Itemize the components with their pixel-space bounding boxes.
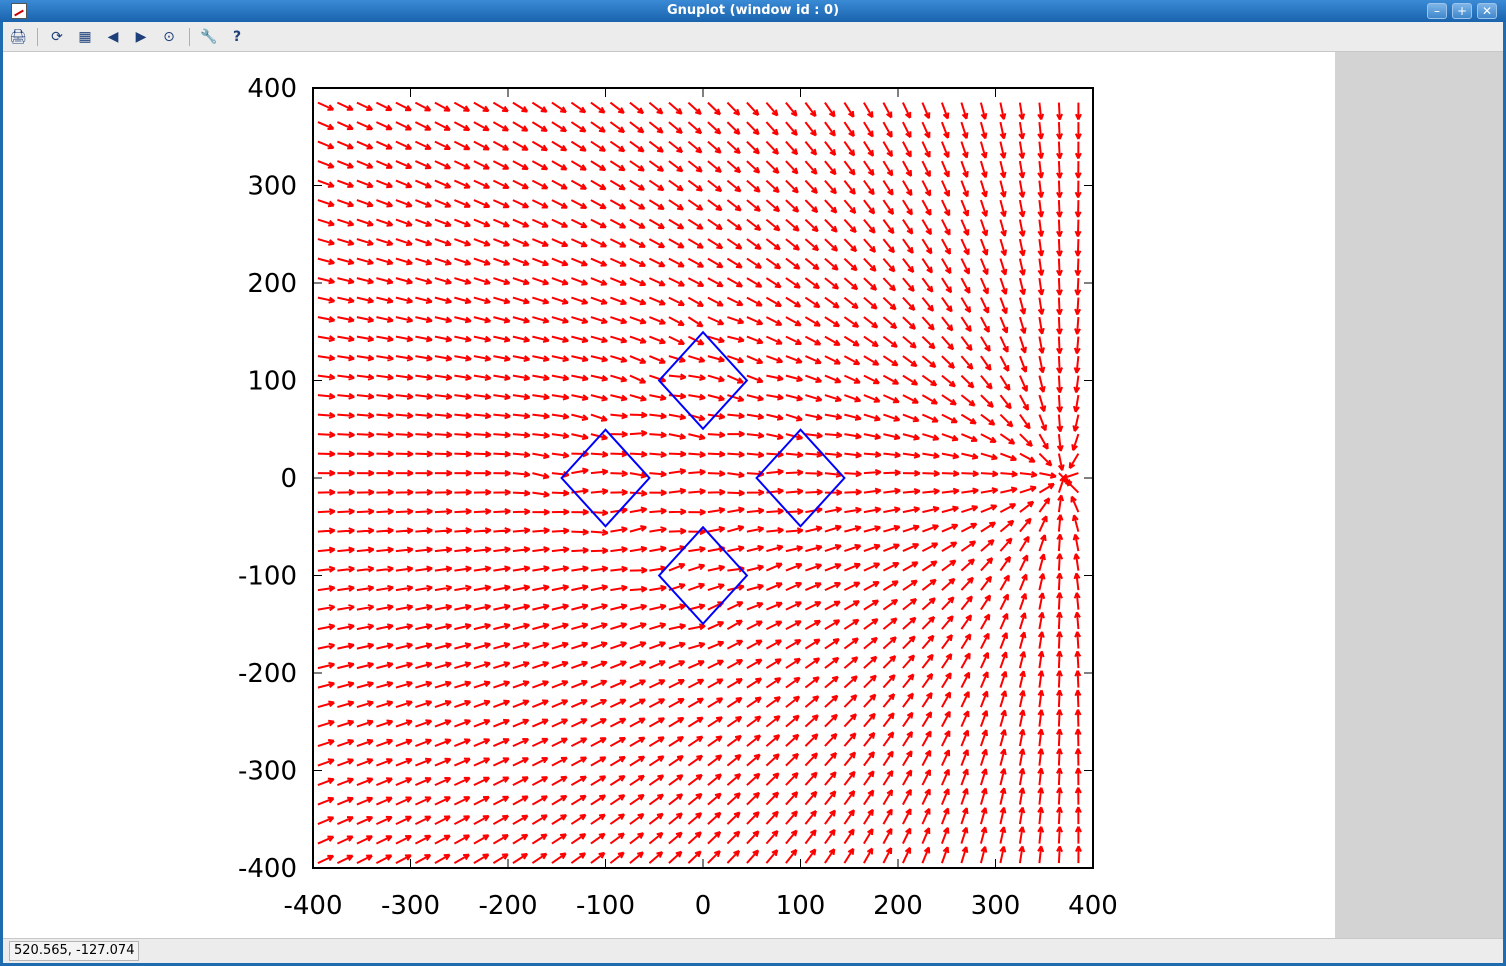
x-tick-label: -200 [478, 891, 537, 921]
diamond-curves [560, 330, 846, 626]
y-tick-label: 300 [247, 172, 297, 202]
y-tick-label: 0 [280, 464, 297, 494]
maximize-button[interactable]: + [1452, 3, 1472, 19]
arrow-layer [317, 101, 1082, 865]
x-tick-label: -300 [381, 891, 440, 921]
zoom-previous-icon[interactable]: ◀ [107, 29, 119, 45]
toolbar-separator [37, 28, 38, 46]
diamond-curve [657, 525, 749, 626]
x-tick-label: 100 [776, 891, 826, 921]
grid-icon[interactable]: ▦ [78, 29, 92, 45]
diamond-curve [657, 330, 749, 431]
toolbar: 🖨 ⟳ ▦ ◀ ▶ ⊙ 🔧 ? [3, 22, 1503, 52]
title-bar[interactable]: Gnuplot (window id : 0) – + ✕ [0, 0, 1506, 22]
status-bar: 520.565, -127.074 [3, 938, 1503, 963]
diamond-curve [560, 428, 651, 528]
minimize-button[interactable]: – [1427, 3, 1447, 19]
window-title: Gnuplot (window id : 0) [666, 3, 840, 18]
settings-icon[interactable]: 🔧 [200, 29, 218, 45]
field-arrows [317, 101, 1082, 865]
y-tick-label: 100 [247, 367, 297, 397]
x-tick-label: -100 [576, 891, 635, 921]
y-tick-label: 200 [247, 269, 297, 299]
toolbar-separator [189, 28, 190, 46]
zoom-next-icon[interactable]: ▶ [135, 29, 147, 45]
y-tick-label: 400 [247, 74, 297, 104]
y-tick-label: -400 [238, 854, 297, 884]
plot-canvas[interactable]: -400 -300 -200 -100 0 100 200 300 400 400 300 200 10… [3, 52, 1335, 938]
mouse-coordinates: 520.565, -127.074 [9, 941, 140, 961]
x-tick-label: 0 [695, 891, 712, 921]
close-button[interactable]: ✕ [1477, 3, 1497, 19]
replot-icon[interactable]: ⟳ [51, 29, 63, 45]
autoscale-icon[interactable]: ⊙ [163, 29, 175, 45]
x-tick-label: -400 [283, 891, 342, 921]
y-tick-label: -300 [238, 757, 297, 787]
help-icon[interactable]: ? [232, 29, 242, 45]
y-tick-label: -200 [238, 659, 297, 689]
diamond-curve [755, 428, 846, 528]
x-tick-label: 200 [873, 891, 923, 921]
gnuplot-app-icon [11, 3, 27, 19]
axis-ticks: -400 -300 -200 -100 0 100 200 300 400 400 300 200 10… [238, 74, 1118, 921]
vector-field-plot[interactable]: -400 -300 -200 -100 0 100 200 300 400 400 300 200 10… [3, 52, 1335, 938]
y-tick-label: -100 [238, 562, 297, 592]
gray-panel [1335, 52, 1503, 938]
x-tick-label: 400 [1068, 891, 1118, 921]
export-icon[interactable]: 🖨 [9, 29, 27, 45]
x-tick-label: 300 [971, 891, 1021, 921]
